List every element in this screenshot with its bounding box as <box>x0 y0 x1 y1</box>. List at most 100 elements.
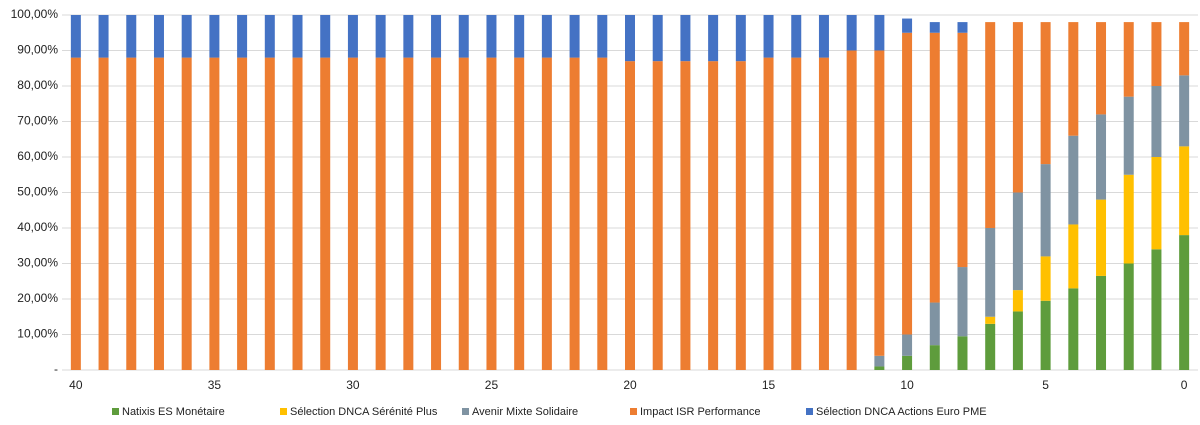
bar-segment <box>1151 86 1162 157</box>
bar-segment <box>735 61 746 371</box>
bar-segment <box>98 15 109 58</box>
bar-segment <box>929 345 940 370</box>
bar-segment <box>70 57 81 370</box>
bar-segment <box>957 22 968 33</box>
x-tick-label: 0 <box>1181 378 1188 392</box>
bar-segment <box>1179 235 1190 370</box>
bar-segment <box>431 15 442 58</box>
bar-segment <box>70 15 81 58</box>
y-tick-label: 80,00% <box>17 78 58 92</box>
bar-segment <box>292 57 303 370</box>
bar-segment <box>957 32 968 268</box>
bar-segment <box>1012 290 1023 312</box>
legend-swatch <box>630 408 637 415</box>
legend-swatch <box>806 408 813 415</box>
bar-segment <box>1040 300 1051 370</box>
legend-label: Impact ISR Performance <box>640 406 760 418</box>
x-tick-label: 35 <box>208 378 222 392</box>
bar-segment <box>791 57 802 370</box>
bar-segment <box>1151 157 1162 250</box>
legend-label: Sélection DNCA Actions Euro PME <box>816 406 987 418</box>
bar-segment <box>597 57 608 370</box>
bar-segment <box>237 15 248 58</box>
bar-segment <box>126 15 137 58</box>
legend-label: Sélection DNCA Sérénité Plus <box>290 406 438 418</box>
bar-segment <box>569 57 580 370</box>
bar-segment <box>1068 288 1079 370</box>
bar-segment <box>902 32 913 335</box>
y-tick-label: 90,00% <box>17 43 58 57</box>
bar-segment <box>874 366 885 370</box>
bar-segment <box>846 50 857 370</box>
bar-segment <box>1096 22 1107 115</box>
legend-label: Avenir Mixte Solidaire <box>472 406 578 418</box>
bar-segment <box>846 15 857 51</box>
bar-segment <box>1012 311 1023 370</box>
bar-segment <box>735 15 746 62</box>
bar-segment <box>874 15 885 51</box>
bar-segment <box>597 15 608 58</box>
bar-segment <box>375 57 386 370</box>
bar-segment <box>874 50 885 356</box>
bar-segment <box>209 15 220 58</box>
y-tick-label: 60,00% <box>17 149 58 163</box>
bar-segment <box>652 15 663 62</box>
legend-label: Natixis ES Monétaire <box>122 406 225 418</box>
bar-segment <box>292 15 303 58</box>
bar-segment <box>929 32 940 303</box>
x-tick-label: 5 <box>1042 378 1049 392</box>
bar-segment <box>1068 135 1079 225</box>
bar-segment <box>1179 146 1190 236</box>
bar-segment <box>763 15 774 58</box>
bar-segment <box>902 355 913 370</box>
bar-segment <box>708 15 719 62</box>
x-tick-label: 30 <box>346 378 360 392</box>
x-tick-label: 10 <box>900 378 914 392</box>
bar-segment <box>985 316 996 324</box>
y-tick-label: 30,00% <box>17 256 58 270</box>
x-tick-label: 25 <box>485 378 499 392</box>
bar-segment <box>1096 114 1107 200</box>
bar-segment <box>1123 96 1134 175</box>
bar-segment <box>680 61 691 371</box>
bar-segment <box>1123 263 1134 370</box>
bar-segment <box>818 15 829 58</box>
y-tick-label: 10,00% <box>17 327 58 341</box>
bar-segment <box>625 61 635 371</box>
y-tick-label: 70,00% <box>17 114 58 128</box>
bar-segment <box>98 57 109 370</box>
x-tick-label: 20 <box>623 378 637 392</box>
bar-segment <box>569 15 580 58</box>
bar-segment <box>791 15 802 58</box>
bar-segment <box>514 15 525 58</box>
bar-segment <box>347 57 358 370</box>
bar-segment <box>264 15 275 58</box>
bar-segment <box>625 15 635 62</box>
x-tick-label: 40 <box>69 378 83 392</box>
legend: Natixis ES Monétaire Sélection DNCA Sérén… <box>112 406 987 418</box>
bar-segment <box>126 57 137 370</box>
bar-segment <box>929 22 940 33</box>
bar-segment <box>403 57 414 370</box>
bar-segment <box>1012 192 1023 291</box>
bar-segment <box>237 57 248 370</box>
bar-segment <box>264 57 275 370</box>
bar-segment <box>458 57 469 370</box>
bar-segment <box>320 15 331 58</box>
bar-segment <box>486 15 497 58</box>
bar-segment <box>1068 224 1079 289</box>
legend-swatch <box>280 408 287 415</box>
bar-segment <box>1179 22 1190 76</box>
bar-segment <box>708 61 719 371</box>
bar-segment <box>1123 174 1134 264</box>
bar-segment <box>486 57 497 370</box>
bar-segment <box>957 336 968 370</box>
bar-segment <box>320 57 331 370</box>
bar-segment <box>985 22 996 228</box>
legend-swatch <box>462 408 469 415</box>
x-tick-label: 15 <box>762 378 776 392</box>
bar-segment <box>514 57 525 370</box>
bar-segment <box>1096 275 1107 370</box>
